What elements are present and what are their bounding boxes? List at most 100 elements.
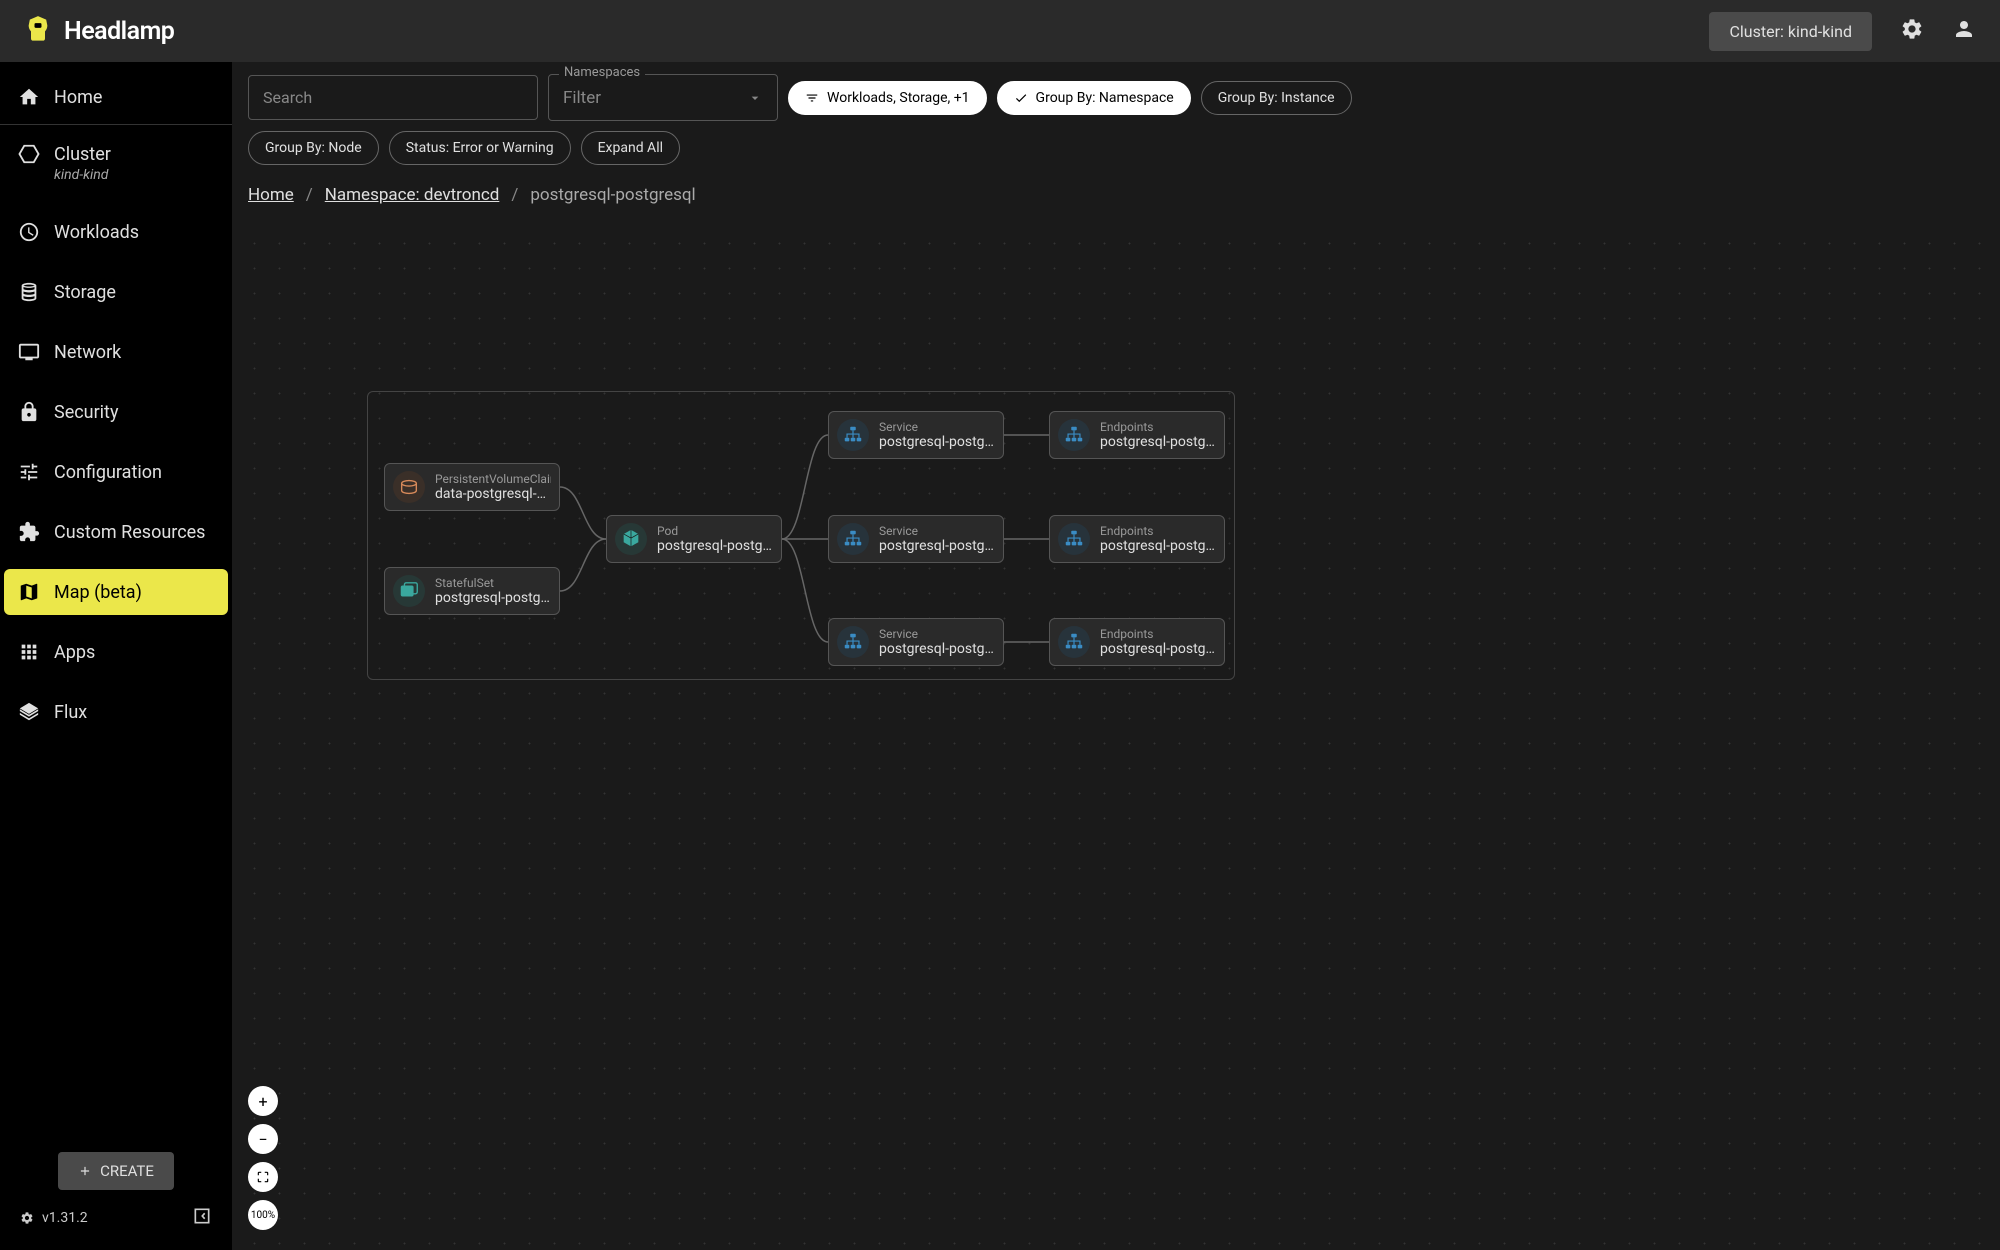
chip-group-by-namespace[interactable]: Group By: Namespace — [997, 81, 1191, 115]
header-right: Cluster: kind-kind — [1709, 12, 1976, 51]
zoom-controls: + − 100% — [248, 1086, 278, 1230]
sidebar-item-home[interactable]: Home — [0, 70, 232, 125]
sidebar-item-label: Flux — [54, 702, 87, 723]
sidebar-item-storage[interactable]: Storage — [4, 269, 228, 315]
monitor-icon — [18, 341, 40, 363]
service-icon — [837, 626, 869, 658]
namespace-filter-label: Namespaces — [559, 65, 645, 80]
node-type-label: Pod — [657, 524, 773, 538]
chip-label: Group By: Node — [265, 140, 362, 156]
chevron-down-icon — [747, 90, 763, 106]
main-content: Namespaces Filter Workloads, Storage, +1… — [232, 62, 2000, 1250]
hexagon-icon — [18, 143, 40, 165]
create-button-label: CREATE — [100, 1162, 154, 1180]
map-canvas[interactable]: PersistentVolumeClaim data-postgresql-p.… — [232, 221, 2000, 1250]
sidebar-item-cluster[interactable]: Clusterkind-kind — [4, 131, 228, 195]
search-input[interactable] — [248, 75, 538, 120]
account-icon[interactable] — [1936, 17, 1976, 45]
breadcrumb-namespace[interactable]: Namespace: devtroncd — [325, 185, 500, 205]
chip-status-error-or-warning[interactable]: Status: Error or Warning — [389, 131, 571, 165]
chip-label: Group By: Namespace — [1036, 90, 1174, 106]
chip-workloads-storage-[interactable]: Workloads, Storage, +1 — [788, 81, 987, 115]
sidebar-item-workloads[interactable]: Workloads — [4, 209, 228, 255]
service-icon — [837, 419, 869, 451]
sidebar-item-apps[interactable]: Apps — [4, 629, 228, 675]
node-type-label: Service — [879, 524, 995, 538]
chip-label: Workloads, Storage, +1 — [827, 90, 970, 106]
node-name-label: postgresql-postgr... — [1100, 641, 1216, 657]
map-node-ep1[interactable]: Endpoints postgresql-postgr... — [1049, 411, 1225, 459]
layers-icon — [18, 701, 40, 723]
sidebar-item-configuration[interactable]: Configuration — [4, 449, 228, 495]
sidebar-item-security[interactable]: Security — [4, 389, 228, 435]
zoom-out-button[interactable]: − — [248, 1124, 278, 1154]
map-node-pod[interactable]: Pod postgresql-postgr... — [606, 515, 782, 563]
node-type-label: Endpoints — [1100, 524, 1216, 538]
grid-icon — [18, 641, 40, 663]
sidebar-collapse-icon[interactable] — [192, 1206, 212, 1230]
sidebar-item-label: Network — [54, 342, 121, 363]
node-type-label: Endpoints — [1100, 420, 1216, 434]
node-name-label: postgresql-postgr... — [879, 434, 995, 450]
node-name-label: postgresql-postgr... — [1100, 538, 1216, 554]
node-name-label: postgresql-postgr... — [879, 538, 995, 554]
settings-icon[interactable] — [1884, 17, 1924, 45]
map-node-ep3[interactable]: Endpoints postgresql-postgr... — [1049, 618, 1225, 666]
pvc-icon — [393, 471, 425, 503]
node-name-label: postgresql-postgr... — [1100, 434, 1216, 450]
node-type-label: PersistentVolumeClaim — [435, 472, 551, 486]
sidebar-item-map-beta-[interactable]: Map (beta) — [4, 569, 228, 615]
sliders-icon — [18, 461, 40, 483]
node-name-label: postgresql-postgr... — [879, 641, 995, 657]
namespace-filter[interactable]: Namespaces Filter — [548, 74, 778, 121]
create-button[interactable]: CREATE — [58, 1152, 174, 1190]
header: Headlamp Cluster: kind-kind — [0, 0, 2000, 62]
sidebar-item-sublabel: kind-kind — [54, 167, 108, 183]
chip-group-by-instance[interactable]: Group By: Instance — [1201, 81, 1352, 115]
version-label: v1.31.2 — [20, 1210, 88, 1226]
map-node-pvc[interactable]: PersistentVolumeClaim data-postgresql-p.… — [384, 463, 560, 511]
toolbar: Namespaces Filter Workloads, Storage, +1… — [232, 62, 2000, 177]
zoom-fit-button[interactable] — [248, 1162, 278, 1192]
breadcrumb-home[interactable]: Home — [248, 185, 294, 205]
breadcrumb-current: postgresql-postgresql — [530, 185, 695, 205]
sidebar-item-label: Map (beta) — [54, 582, 142, 603]
map-node-ss[interactable]: StatefulSet postgresql-postgr... — [384, 567, 560, 615]
node-name-label: postgresql-postgr... — [435, 590, 551, 606]
chip-label: Group By: Instance — [1218, 90, 1335, 106]
sidebar-item-label: Home — [54, 87, 102, 108]
cluster-selector[interactable]: Cluster: kind-kind — [1709, 12, 1872, 51]
map-node-svc3[interactable]: Service postgresql-postgr... — [828, 618, 1004, 666]
node-type-label: Service — [879, 420, 995, 434]
logo-text: Headlamp — [64, 17, 174, 46]
logo-icon — [24, 15, 52, 47]
chip-label: Status: Error or Warning — [406, 140, 554, 156]
database-icon — [18, 281, 40, 303]
statefulset-icon — [393, 575, 425, 607]
endpoints-icon — [1058, 523, 1090, 555]
sidebar-item-custom-resources[interactable]: Custom Resources — [4, 509, 228, 555]
pod-icon — [615, 523, 647, 555]
node-type-label: Service — [879, 627, 995, 641]
map-icon — [18, 581, 40, 603]
map-node-svc1[interactable]: Service postgresql-postgr... — [828, 411, 1004, 459]
logo[interactable]: Headlamp — [24, 15, 174, 47]
chip-expand-all[interactable]: Expand All — [581, 131, 680, 165]
sidebar: Home Clusterkind-kind Workloads Storage Netw… — [0, 62, 232, 1250]
sidebar-item-network[interactable]: Network — [4, 329, 228, 375]
sidebar-item-label: Security — [54, 402, 118, 423]
map-node-ep2[interactable]: Endpoints postgresql-postgr... — [1049, 515, 1225, 563]
home-icon — [18, 86, 40, 108]
zoom-in-button[interactable]: + — [248, 1086, 278, 1116]
map-node-svc2[interactable]: Service postgresql-postgr... — [828, 515, 1004, 563]
endpoints-icon — [1058, 626, 1090, 658]
puzzle-icon — [18, 521, 40, 543]
chip-label: Expand All — [598, 140, 663, 156]
node-name-label: data-postgresql-p... — [435, 486, 551, 502]
endpoints-icon — [1058, 419, 1090, 451]
service-icon — [837, 523, 869, 555]
zoom-reset-button[interactable]: 100% — [248, 1200, 278, 1230]
node-type-label: Endpoints — [1100, 627, 1216, 641]
chip-group-by-node[interactable]: Group By: Node — [248, 131, 379, 165]
sidebar-item-flux[interactable]: Flux — [4, 689, 228, 735]
